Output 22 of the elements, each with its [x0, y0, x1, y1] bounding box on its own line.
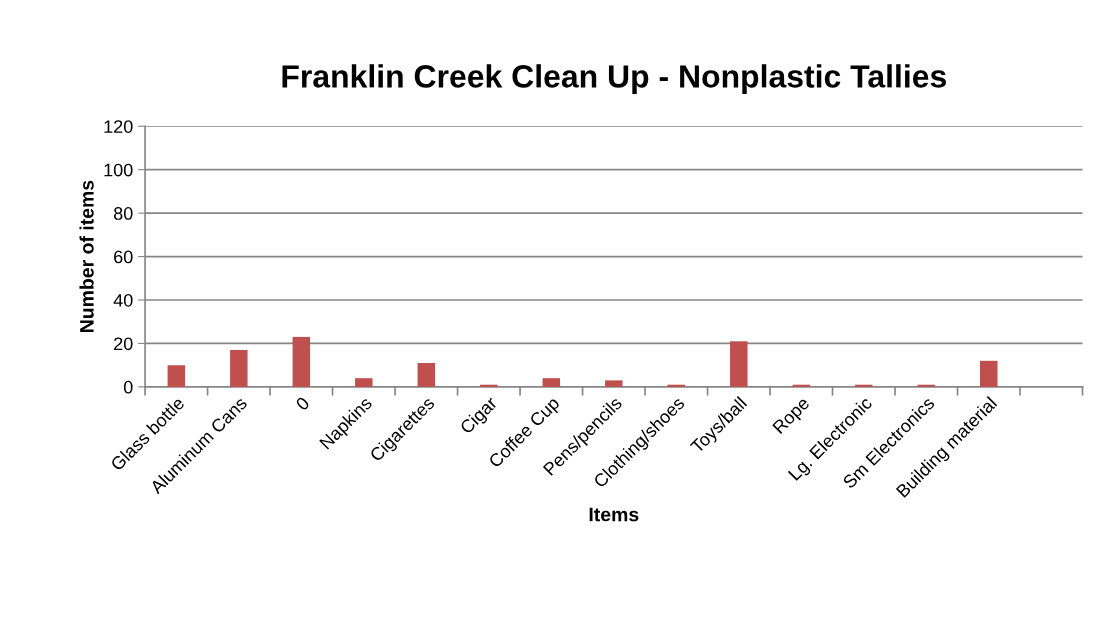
bar: [167, 365, 186, 387]
y-tick-label: 40: [113, 293, 133, 307]
y-tick-label: 120: [104, 120, 133, 133]
bar: [230, 349, 248, 387]
bar: [980, 360, 998, 387]
bar: [292, 336, 311, 387]
chart-title: Franklin Creek Clean Up - Nonplastic Tallies: [282, 64, 946, 95]
bar: [417, 362, 436, 387]
bar: [480, 384, 498, 387]
bar: [542, 378, 561, 387]
x-axis-title: Items: [589, 507, 639, 522]
y-tick-label: 80: [113, 207, 133, 220]
y-tick-label: 100: [104, 163, 133, 177]
bar: [605, 380, 623, 387]
x-tick-label: 0: [295, 396, 311, 412]
y-axis-title: Number of items: [79, 180, 94, 332]
y-tick-label: 20: [114, 337, 133, 351]
y-tick-label: 60: [114, 250, 133, 264]
bar: [355, 378, 373, 387]
bar: [730, 341, 748, 387]
bar: [855, 384, 873, 387]
y-tick-label: 0: [123, 380, 133, 394]
